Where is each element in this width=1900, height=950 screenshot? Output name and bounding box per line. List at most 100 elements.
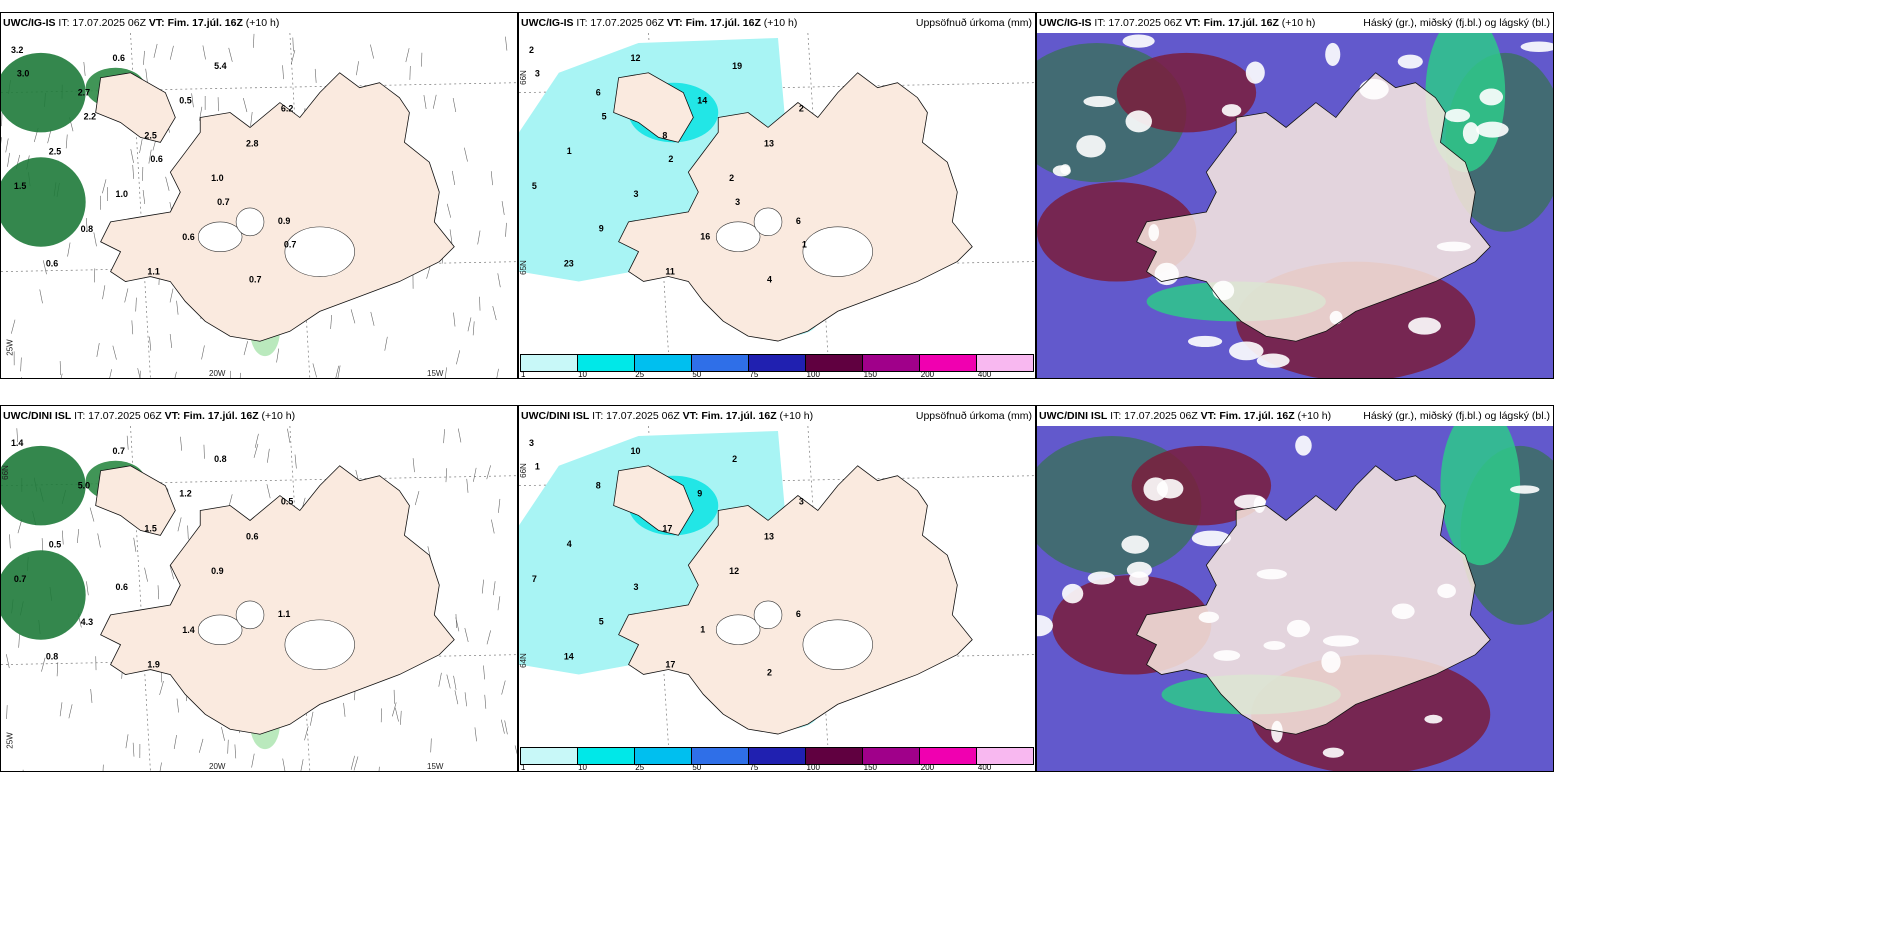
wind-barb bbox=[312, 363, 317, 378]
value-label: 6 bbox=[796, 216, 801, 226]
value-label: 1 bbox=[700, 625, 705, 635]
value-label: 6 bbox=[596, 88, 601, 98]
wind-barb bbox=[432, 94, 437, 109]
wind-barb bbox=[250, 111, 253, 126]
lon-label: 15W bbox=[427, 369, 444, 378]
panel-header: UWC/IG-IS IT: 17.07.2025 06Z VT: Fim. 17… bbox=[519, 13, 1035, 33]
wind-barb bbox=[282, 65, 284, 80]
wind-barb bbox=[490, 171, 493, 186]
wind-barb bbox=[484, 694, 487, 709]
iceland-landmass bbox=[100, 72, 455, 342]
glacier bbox=[753, 207, 783, 237]
value-label: 2 bbox=[732, 454, 737, 464]
value-label: 17 bbox=[662, 523, 672, 533]
wind-barb bbox=[7, 152, 10, 167]
wind-barb bbox=[353, 756, 359, 771]
value-label: 1 bbox=[535, 462, 540, 472]
legend-tick: 100 bbox=[806, 763, 820, 772]
legend-swatch bbox=[692, 355, 749, 371]
cloud-gap bbox=[1271, 720, 1283, 743]
value-label: 0.9 bbox=[211, 566, 223, 576]
value-label: 2 bbox=[767, 667, 772, 677]
wind-barb bbox=[251, 753, 255, 768]
legend-tick: 400 bbox=[977, 763, 992, 772]
cloud-gap bbox=[1129, 571, 1149, 586]
westfjords-landmass bbox=[95, 72, 176, 143]
wind-barb bbox=[454, 690, 459, 705]
legend-swatch bbox=[920, 748, 977, 764]
value-label: 0.9 bbox=[278, 216, 290, 226]
legend-swatch bbox=[977, 355, 1033, 371]
value-label: 4.3 bbox=[81, 617, 93, 627]
wind-barb bbox=[5, 138, 9, 153]
value-label: 19 bbox=[732, 61, 742, 71]
value-label: 2.8 bbox=[246, 138, 258, 148]
wind-barb bbox=[497, 596, 501, 611]
wind-barb bbox=[486, 465, 491, 480]
value-label: 3 bbox=[535, 69, 540, 79]
cloud-gap bbox=[1520, 41, 1553, 53]
westfjords-landmass bbox=[613, 465, 694, 536]
value-label: 12 bbox=[631, 53, 641, 63]
wind-barb bbox=[173, 734, 177, 749]
value-label: 0.6 bbox=[113, 53, 125, 63]
wind-barb bbox=[169, 333, 173, 348]
value-label: 2 bbox=[799, 104, 804, 114]
legend-swatch bbox=[749, 355, 806, 371]
wind-barb bbox=[59, 702, 63, 717]
wind-barb bbox=[405, 48, 410, 63]
legend-swatch bbox=[578, 355, 635, 371]
wind-barb bbox=[6, 705, 8, 720]
wind-barb bbox=[21, 377, 23, 378]
wind-barb bbox=[254, 433, 259, 448]
panel-header: UWC/DINI ISL IT: 17.07.2025 06Z VT: Fim.… bbox=[1, 406, 517, 426]
legend-tick: 10 bbox=[578, 763, 588, 772]
cloud-gap bbox=[1083, 95, 1116, 108]
value-label: 4 bbox=[767, 274, 772, 284]
wind-barb bbox=[239, 372, 241, 378]
value-label: 1.0 bbox=[211, 173, 223, 183]
cloud-gap bbox=[1510, 485, 1540, 494]
wind-barb bbox=[174, 371, 177, 378]
legend-swatch bbox=[920, 355, 977, 371]
panel-dini-clouds: UWC/DINI ISL IT: 17.07.2025 06Z VT: Fim.… bbox=[1036, 405, 1554, 772]
value-label: 1.2 bbox=[179, 489, 191, 499]
value-label: 0.7 bbox=[113, 446, 125, 456]
wind-barb bbox=[384, 336, 388, 351]
wind-barb bbox=[414, 491, 420, 506]
wind-barb bbox=[370, 311, 375, 326]
glacier bbox=[715, 221, 761, 252]
wind-barb bbox=[514, 745, 517, 755]
wind-barb bbox=[102, 285, 106, 300]
cloud-gap bbox=[1479, 88, 1504, 106]
wind-barb bbox=[11, 319, 16, 334]
wind-barb bbox=[135, 297, 137, 312]
cloud-gap bbox=[1187, 335, 1223, 348]
wind-barb bbox=[486, 630, 491, 645]
value-label: 10 bbox=[631, 446, 641, 456]
value-label: 1.0 bbox=[116, 189, 128, 199]
wind-barb bbox=[479, 296, 481, 311]
panel-header: UWC/IG-IS IT: 17.07.2025 06Z VT: Fim. 17… bbox=[1, 13, 517, 33]
value-label: 1 bbox=[567, 146, 572, 156]
value-label: 13 bbox=[764, 138, 774, 148]
wind-barb bbox=[282, 758, 286, 771]
wind-barb bbox=[378, 766, 380, 771]
wind-barb bbox=[83, 61, 86, 76]
value-label: 3 bbox=[799, 497, 804, 507]
wind-barb bbox=[505, 222, 507, 237]
legend-tick: 1 bbox=[521, 370, 526, 379]
legend-swatch bbox=[635, 748, 692, 764]
legend-swatch bbox=[863, 355, 920, 371]
wind-barb bbox=[394, 707, 399, 722]
cloud-gap bbox=[1221, 104, 1242, 117]
precip-legend: 1 10 25 50 75 100 150 200 400 bbox=[519, 745, 1035, 771]
value-label: 2.5 bbox=[49, 146, 61, 156]
legend-swatch bbox=[692, 748, 749, 764]
wind-barb bbox=[180, 436, 183, 451]
value-label: 3 bbox=[529, 438, 534, 448]
wind-barb bbox=[187, 525, 189, 540]
cloud-gap bbox=[1148, 224, 1160, 242]
value-label: 2 bbox=[529, 45, 534, 55]
lat-label: 25W bbox=[5, 732, 15, 749]
